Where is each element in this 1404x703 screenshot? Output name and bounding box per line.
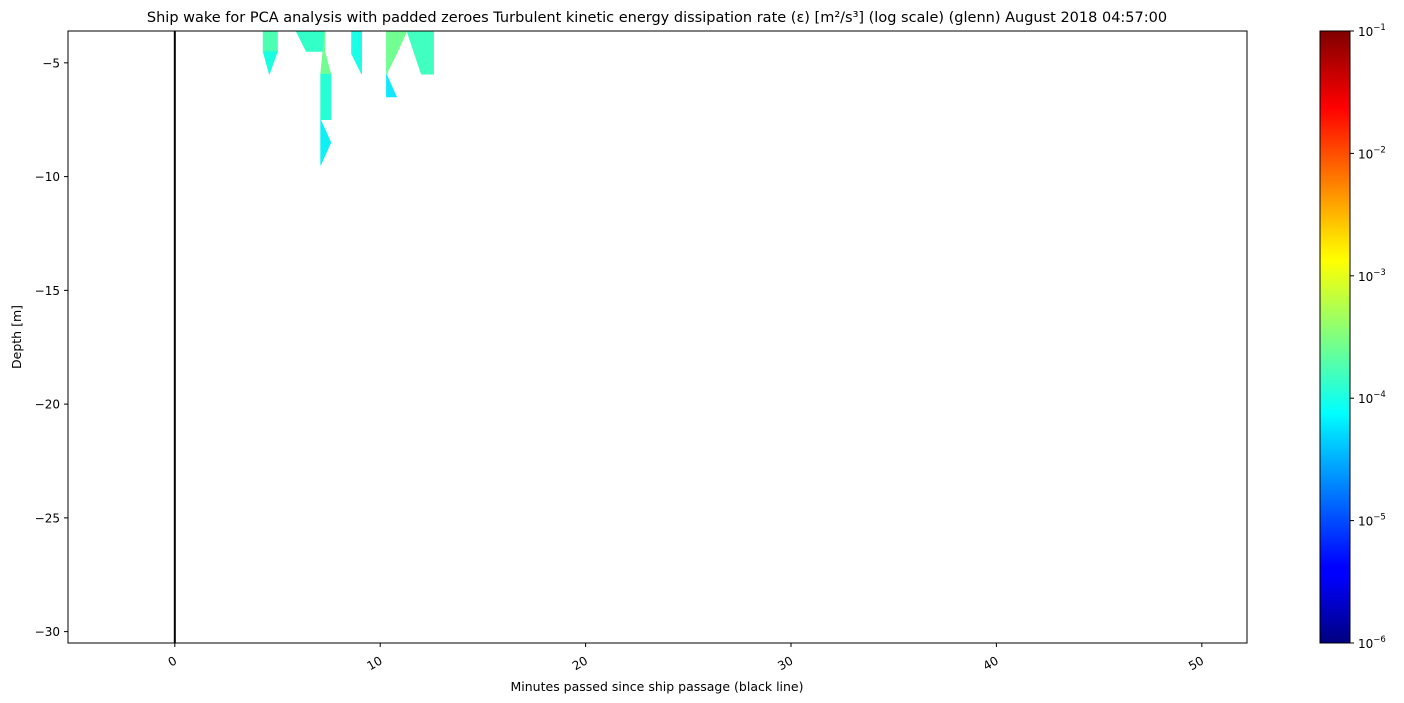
contour-region <box>262 31 278 52</box>
colorbar-tick-label: 10−1 <box>1358 23 1386 39</box>
x-tick-label: 10 <box>364 653 384 673</box>
colorbar-tick-label: 10−3 <box>1358 268 1386 284</box>
contour-region <box>386 74 398 98</box>
contour-region <box>320 73 332 120</box>
contour-region <box>262 51 278 76</box>
contour-region <box>406 31 434 75</box>
colorbar: 10−6 10−5 10−4 10−3 10−2 10−1 <box>1319 23 1386 651</box>
y-tick-label: −5 <box>42 56 60 70</box>
chart-title: Ship wake for PCA analysis with padded z… <box>147 10 1167 26</box>
plot-frame <box>67 30 1248 644</box>
y-tick-label: −15 <box>35 284 60 298</box>
plot-area <box>67 30 1248 644</box>
colorbar-gradient <box>1319 30 1351 644</box>
y-tick-label: −20 <box>35 398 60 412</box>
x-axis-label: Minutes passed since ship passage (black… <box>511 679 804 694</box>
x-axis-ticks: 0 10 20 30 40 50 <box>166 643 1206 673</box>
colorbar-ticks: 10−6 10−5 10−4 10−3 10−2 10−1 <box>1350 23 1386 651</box>
y-axis-ticks: −5 −10 −15 −20 −25 −30 <box>35 56 68 639</box>
plot-background <box>68 31 1247 643</box>
colorbar-tick-label: 10−2 <box>1358 145 1386 161</box>
contour-region <box>351 31 363 75</box>
y-axis-label: Depth [m] <box>9 305 24 369</box>
contour-regions <box>262 31 434 166</box>
x-tick-label: 50 <box>1186 653 1206 673</box>
contour-region <box>320 119 332 166</box>
x-tick-label: 30 <box>775 653 795 673</box>
y-tick-label: −25 <box>35 511 60 525</box>
x-tick-label: 0 <box>166 653 180 669</box>
colorbar-tick-label: 10−4 <box>1358 390 1386 406</box>
y-tick-label: −10 <box>35 170 60 184</box>
colorbar-tick-label: 10−5 <box>1358 513 1386 529</box>
x-tick-label: 20 <box>570 653 590 673</box>
y-tick-label: −30 <box>35 625 60 639</box>
contour-region <box>386 31 408 75</box>
colorbar-tick-label: 10−6 <box>1358 635 1386 651</box>
x-tick-label: 40 <box>981 653 1001 673</box>
